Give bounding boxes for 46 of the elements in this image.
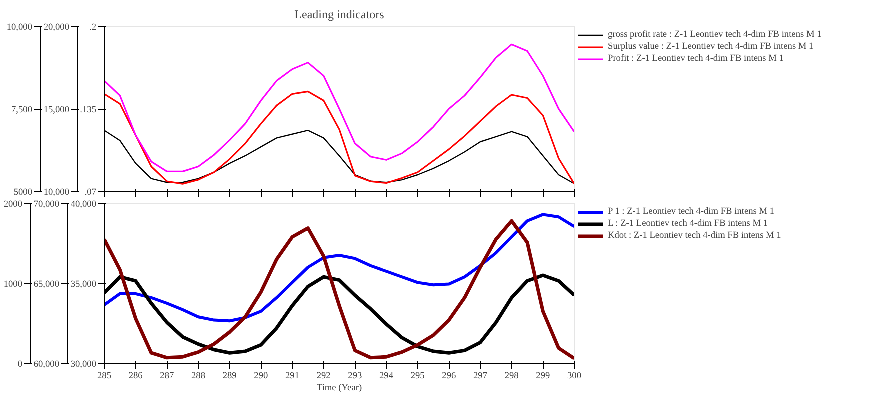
- x-tick-label: 296: [442, 372, 456, 382]
- x-tick-label: 298: [504, 372, 520, 382]
- x-tick-label: 285: [98, 372, 112, 382]
- legend-label: P 1 : Z-1 Leontiev tech 4-dim FB intens M 1: [608, 207, 775, 217]
- y2-tick-label: 15,000: [44, 106, 70, 116]
- legend-label: Kdot : Z-1 Leontiev tech 4-dim FB intens M 1: [608, 231, 782, 241]
- y2-tick-label: 70,000: [34, 200, 60, 210]
- x-axis-title: Time (Year): [316, 384, 362, 394]
- x-tick-label: 300: [568, 372, 582, 382]
- x-tick-label: 287: [160, 372, 174, 382]
- line-series: [104, 90, 574, 185]
- x-tick-label: 286: [128, 372, 144, 382]
- line-series: [104, 219, 574, 360]
- y2-tick-label: 60,000: [34, 360, 60, 370]
- y3-tick-label: 1000: [4, 280, 23, 290]
- y-tick-label: 40,000: [70, 200, 97, 210]
- y2-tick-label: 65,000: [34, 280, 60, 290]
- y-tick-label: .07: [84, 188, 97, 198]
- x-tick-label: 291: [286, 372, 300, 382]
- y3-tick-label: 0: [18, 360, 23, 370]
- legend-label: Surplus value : Z-1 Leontiev tech 4-dim FB intens M 1: [608, 42, 814, 52]
- y-tick-label: 35,000: [70, 280, 97, 290]
- y-tick-label: .2: [90, 23, 97, 33]
- x-tick-label: 295: [410, 372, 426, 382]
- y3-tick-label: 7,500: [12, 106, 33, 116]
- y-tick-label: 30,000: [70, 360, 97, 370]
- line-series: [104, 213, 574, 323]
- x-tick-label: 288: [192, 372, 206, 382]
- y2-tick-label: 10,000: [44, 188, 70, 198]
- x-tick-label: 289: [222, 372, 238, 382]
- chart-title: Leading indicators: [294, 8, 385, 22]
- y3-tick-label: 2000: [4, 200, 23, 210]
- x-tick-label: 290: [254, 372, 268, 382]
- legend-label: L : Z-1 Leontiev tech 4-dim FB intens M 1: [608, 219, 768, 229]
- legend-label: gross profit rate : Z-1 Leontiev tech 4-dim FB intens M 1: [608, 30, 822, 40]
- y3-tick-label: 10,000: [6, 23, 33, 33]
- x-tick-label: 293: [348, 372, 362, 382]
- x-tick-label: 292: [316, 372, 332, 382]
- y-tick-label: .135: [80, 106, 97, 116]
- y3-tick-label: 5000: [14, 188, 33, 198]
- x-tick-label: 299: [536, 372, 550, 382]
- x-tick-label: 294: [380, 372, 394, 382]
- y2-tick-label: 20,000: [44, 23, 70, 33]
- x-tick-label: 297: [474, 372, 488, 382]
- line-series: [104, 44, 574, 172]
- legend-label: Profit : Z-1 Leontiev tech 4-dim FB intens M 1: [608, 54, 784, 64]
